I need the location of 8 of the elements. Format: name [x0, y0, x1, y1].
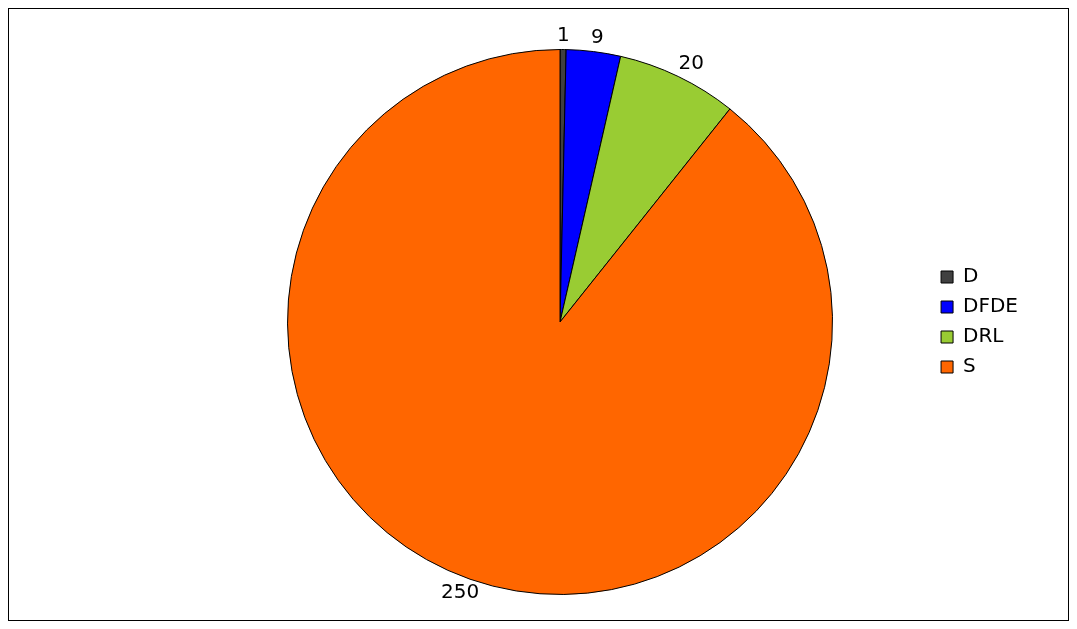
data-label: 250	[441, 578, 480, 603]
legend-label: DFDE	[963, 293, 1019, 318]
data-label: 1	[557, 21, 570, 46]
legend-label: DRL	[963, 323, 1005, 348]
legend-label: D	[963, 263, 979, 288]
data-label: 9	[590, 23, 604, 48]
legend-label: S	[963, 353, 976, 378]
data-label: 20	[678, 50, 705, 75]
